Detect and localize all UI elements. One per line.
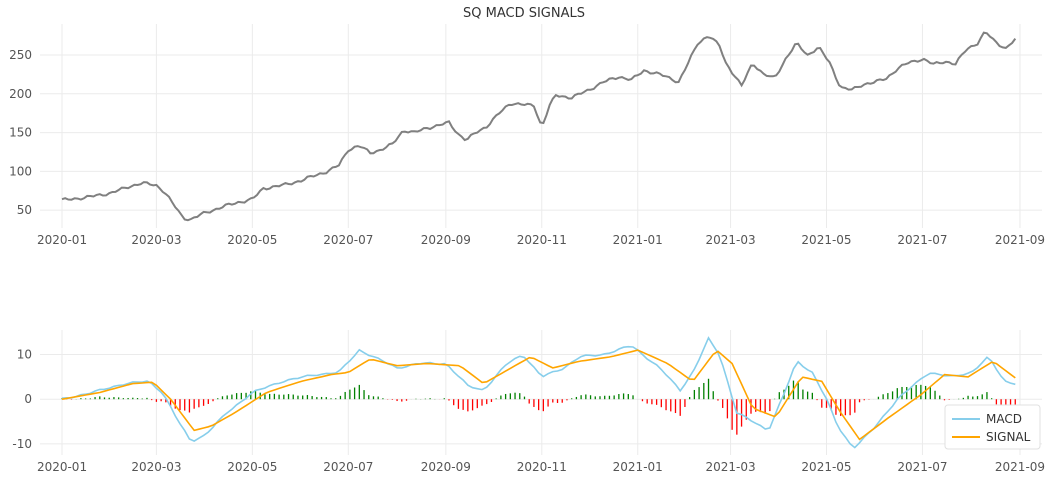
x-tick-label: 2021-07 bbox=[897, 233, 947, 247]
legend-macd-label: MACD bbox=[986, 412, 1022, 426]
x-tick-label: 2020-01 bbox=[37, 233, 87, 247]
x-tick-label: 2021-03 bbox=[705, 460, 755, 474]
x-tick-label: 2021-09 bbox=[995, 233, 1045, 247]
x-tick-label: 2020-03 bbox=[131, 233, 181, 247]
price-panel: 2020-01 2020-03 2020-05 2020-07 2020-09 2020-… bbox=[9, 24, 1045, 247]
legend-signal-label: SIGNAL bbox=[986, 430, 1031, 444]
x-tick-label: 2020-11 bbox=[517, 460, 567, 474]
x-tick-label: 2020-09 bbox=[421, 460, 471, 474]
y-tick-label: 100 bbox=[9, 164, 32, 178]
x-tick-label: 2020-07 bbox=[323, 460, 373, 474]
x-tick-label: 2021-09 bbox=[995, 460, 1045, 474]
x-tick-label: 2020-05 bbox=[227, 233, 277, 247]
legend: MACD SIGNAL bbox=[944, 404, 1041, 450]
y-tick-label: -10 bbox=[12, 437, 32, 451]
y-tick-label: 150 bbox=[9, 126, 32, 140]
price-line bbox=[61, 31, 1017, 222]
macd-line bbox=[61, 336, 1016, 449]
x-tick-label: 2021-01 bbox=[613, 233, 663, 247]
x-tick-label: 2020-11 bbox=[517, 233, 567, 247]
y-tick-label: 50 bbox=[17, 203, 32, 217]
x-tick-label: 2021-05 bbox=[801, 460, 851, 474]
x-tick-label: 2020-09 bbox=[421, 233, 471, 247]
y-tick-label: 0 bbox=[24, 392, 32, 406]
chart-title: SQ MACD SIGNALS bbox=[463, 6, 585, 21]
x-tick-label: 2021-03 bbox=[705, 233, 755, 247]
x-tick-label: 2021-05 bbox=[801, 233, 851, 247]
x-tick-label: 2020-05 bbox=[227, 460, 277, 474]
x-tick-label: 2020-07 bbox=[323, 233, 373, 247]
y-tick-label: 200 bbox=[9, 87, 32, 101]
y-tick-label: 10 bbox=[17, 348, 32, 362]
y-tick-label: 250 bbox=[9, 48, 32, 62]
x-tick-label: 2021-07 bbox=[897, 460, 947, 474]
x-tick-label: 2020-03 bbox=[131, 460, 181, 474]
signal-line bbox=[61, 349, 1016, 441]
x-tick-label: 2021-01 bbox=[613, 460, 663, 474]
macd-panel: 2020-01 2020-03 2020-05 2020-07 2020-09 2020-… bbox=[12, 330, 1045, 474]
x-tick-label: 2020-01 bbox=[37, 460, 87, 474]
